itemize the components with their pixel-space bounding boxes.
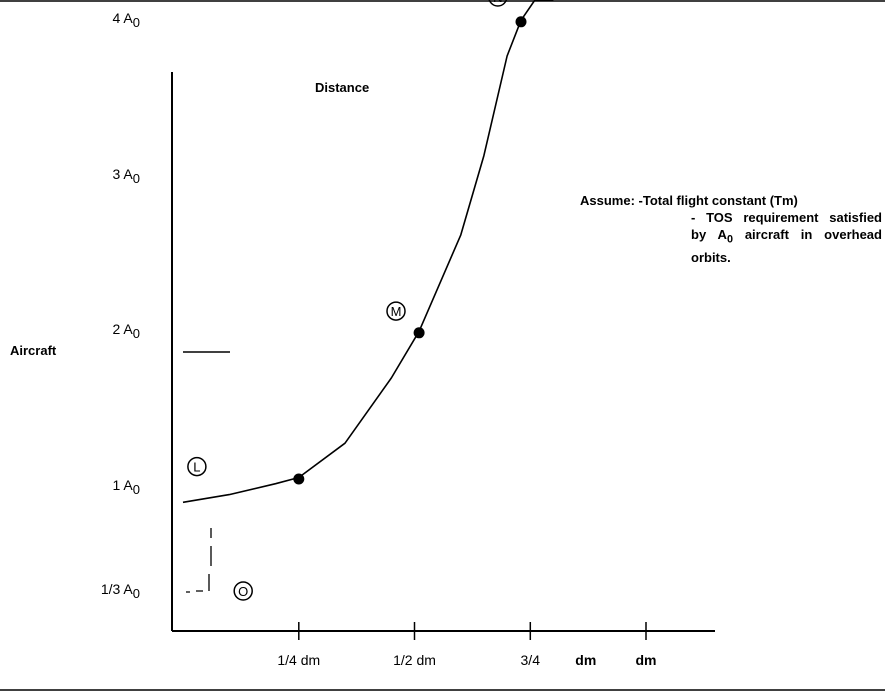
- y-tick-subscript: 0: [132, 15, 140, 31]
- y-tick-label-3: 2 A0: [50, 321, 140, 341]
- y-axis-label: Aircraft: [10, 343, 57, 358]
- point-label-m: M: [391, 304, 402, 319]
- annotation-line-3: by A0 aircraft in overhead: [580, 226, 882, 249]
- x-tick-label-2: 1/2 dm: [393, 652, 436, 668]
- y-tick-label-1: 4 A0: [50, 10, 140, 30]
- point-label-circle-m: [386, 301, 406, 321]
- point-label-l: L: [193, 460, 200, 475]
- annotation-line-2: - TOS requirement satisfied: [691, 210, 882, 225]
- chart-title: Distance: [315, 80, 370, 95]
- y-tick-subscript: 0: [132, 481, 140, 497]
- x-tick-label-3: 3/4: [520, 652, 540, 668]
- y-tick-subscript: 0: [132, 585, 140, 601]
- x-tick-label-5: dm: [635, 652, 657, 668]
- y-tick-main: 1 A: [112, 476, 133, 493]
- data-point-1: [293, 473, 305, 485]
- annotation-line-3-post: aircraft in overhead: [732, 227, 882, 242]
- y-tick-main: 2 A: [112, 321, 133, 338]
- point-label-n: N: [493, 0, 502, 5]
- y-tick-label-2: 3 A0: [50, 166, 140, 186]
- dashed-guide-mark: [186, 528, 212, 593]
- annotation-line-3-pre: by A: [691, 227, 727, 242]
- y-tick-subscript: 0: [132, 326, 140, 342]
- x-tick-label-4: dm: [575, 652, 597, 668]
- y-tick-label-5: 1/3 A0: [50, 581, 140, 601]
- point-label-o: O: [238, 584, 248, 599]
- y-tick-label-4: 1 A0: [50, 477, 140, 497]
- annotation-line-3-sub: 0: [726, 233, 733, 246]
- point-label-circle-o: [233, 581, 253, 601]
- y-tick-subscript: 0: [132, 170, 140, 186]
- y-tick-main: 1/3 A: [100, 580, 133, 597]
- data-point-2: [413, 327, 425, 339]
- y-tick-main: 3 A: [112, 165, 133, 182]
- x-tick-label-1: 1/4 dm: [277, 652, 321, 668]
- data-point-3: [515, 16, 527, 28]
- series-curve: [182, 0, 554, 504]
- point-label-circle-n: [488, 0, 508, 7]
- annotation-line-4: orbits.: [691, 249, 731, 265]
- assumption-annotation: Assume: -Total flight constant (Tm) - TO…: [580, 192, 882, 266]
- point-label-circle-l: [187, 456, 207, 477]
- y-tick-main: 4 A: [112, 10, 133, 27]
- annotation-line-1: Assume: -Total flight constant (Tm): [580, 193, 798, 208]
